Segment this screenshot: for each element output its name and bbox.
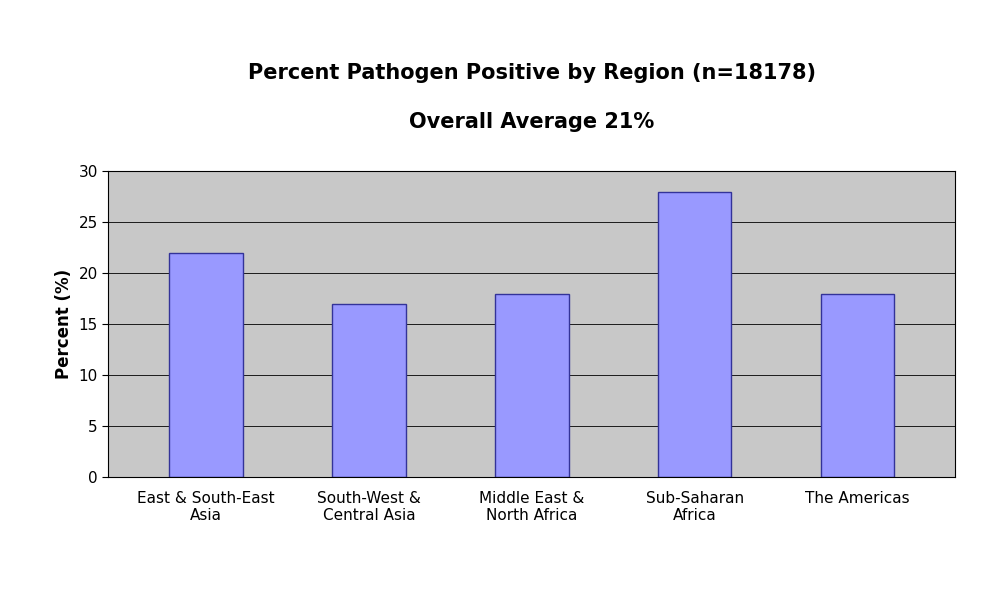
Bar: [658, 192, 732, 477]
Bar: [495, 294, 568, 477]
Bar: [169, 253, 242, 477]
Y-axis label: Percent (%): Percent (%): [55, 269, 73, 379]
Bar: [332, 304, 406, 477]
Text: Overall Average 21%: Overall Average 21%: [410, 113, 654, 132]
Bar: [821, 294, 894, 477]
Text: Percent Pathogen Positive by Region (n=18178): Percent Pathogen Positive by Region (n=1…: [248, 64, 816, 83]
